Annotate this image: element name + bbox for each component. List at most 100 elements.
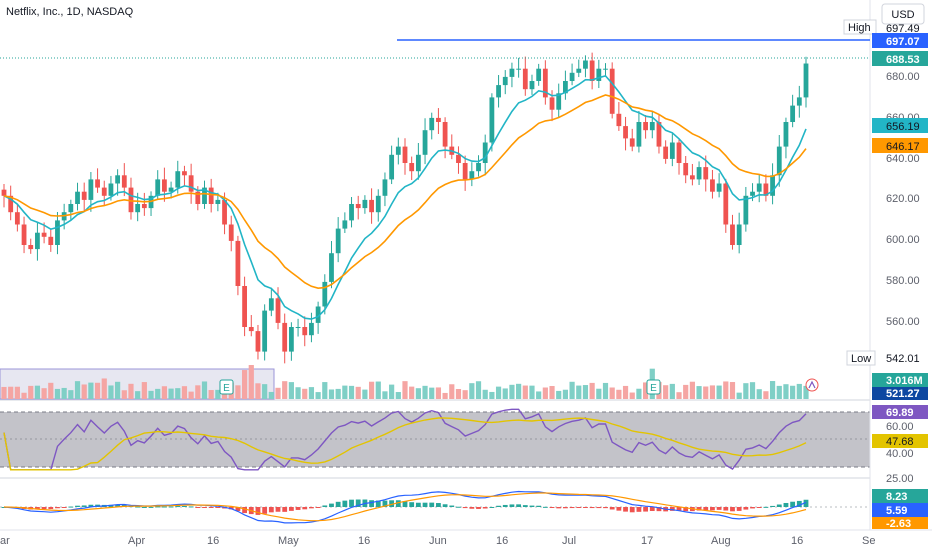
candle-body bbox=[95, 179, 100, 188]
volume-low-tag bbox=[872, 387, 928, 400]
low-value: 542.01 bbox=[886, 353, 920, 365]
candle-body bbox=[389, 154, 395, 180]
macd-hist-bar bbox=[529, 505, 535, 507]
svg-text:E: E bbox=[650, 383, 657, 394]
candle-body bbox=[482, 142, 488, 163]
macd-hist-bar bbox=[603, 507, 608, 509]
macd-hist-bar bbox=[342, 500, 348, 507]
macd-hist-bar bbox=[429, 502, 435, 507]
candle-body bbox=[669, 142, 675, 159]
macd-hist-bar bbox=[436, 503, 441, 507]
volume-bar bbox=[749, 382, 756, 399]
volume-bar bbox=[8, 386, 14, 399]
volume-bar bbox=[68, 390, 74, 399]
volume-bar bbox=[61, 387, 67, 399]
volume-bar bbox=[803, 385, 809, 399]
volume-bar bbox=[622, 385, 629, 399]
macd-signal-text: -2.63 bbox=[886, 518, 911, 530]
candle-body bbox=[242, 286, 247, 327]
volume-bar bbox=[676, 392, 682, 399]
candle-body bbox=[128, 187, 134, 213]
volume-bar bbox=[502, 388, 508, 399]
volume-low-text: 521.27 bbox=[886, 388, 920, 400]
volume-bar bbox=[495, 386, 502, 399]
candle-body bbox=[115, 175, 121, 184]
volume-bar bbox=[415, 388, 421, 399]
candle-body bbox=[522, 68, 528, 90]
macd-hist-bar bbox=[61, 507, 67, 508]
volume-bar bbox=[696, 386, 702, 399]
currency-button[interactable]: USD bbox=[881, 3, 925, 25]
macd-hist-bar bbox=[629, 507, 635, 513]
macd-hist-bar bbox=[35, 507, 40, 510]
volume-bar bbox=[562, 389, 568, 399]
volume-bar bbox=[442, 392, 448, 399]
candle-body bbox=[583, 60, 588, 69]
macd-hist-bar bbox=[696, 507, 702, 511]
volume-bar bbox=[643, 382, 649, 399]
volume-bar bbox=[255, 383, 261, 399]
earnings-marker[interactable]: E bbox=[646, 379, 661, 395]
macd-hist-bar bbox=[409, 502, 415, 507]
earnings-marker[interactable]: E bbox=[219, 379, 234, 395]
macd-hist-bar bbox=[522, 505, 528, 507]
candle-body bbox=[422, 130, 428, 155]
candle-body bbox=[516, 68, 522, 70]
candle-body bbox=[415, 154, 421, 172]
candle-body bbox=[14, 212, 20, 225]
volume-bar bbox=[616, 389, 622, 399]
macd-hist-bar bbox=[743, 507, 749, 510]
volume-bar bbox=[181, 386, 188, 399]
candle-body bbox=[589, 60, 595, 81]
macd-tag bbox=[872, 503, 928, 517]
volume-bar bbox=[589, 382, 595, 399]
candle-body bbox=[736, 224, 742, 245]
candle-body bbox=[643, 122, 648, 131]
candle-body bbox=[382, 179, 388, 196]
price-tick: 620.00 bbox=[886, 193, 920, 205]
volume-bar bbox=[716, 385, 722, 399]
macd-hist-bar bbox=[496, 505, 501, 507]
volume-bar bbox=[569, 381, 575, 399]
candle-body bbox=[121, 175, 127, 188]
candle-body bbox=[563, 81, 568, 94]
candle-body bbox=[556, 93, 562, 110]
candle-body bbox=[549, 97, 555, 110]
macd-hist-bar bbox=[730, 507, 735, 512]
dividend-marker[interactable] bbox=[805, 378, 819, 392]
candle-body bbox=[696, 167, 702, 180]
macd-hist-bar bbox=[55, 507, 60, 509]
volume-bar bbox=[1, 386, 7, 399]
volume-bar bbox=[602, 382, 609, 399]
candle-body bbox=[636, 122, 642, 147]
volume-bar bbox=[195, 385, 201, 399]
volume-bar bbox=[429, 387, 435, 399]
volume-bar bbox=[308, 387, 315, 399]
volume-bar bbox=[342, 385, 348, 399]
candle-body bbox=[268, 298, 274, 311]
macd-hist-bar bbox=[402, 501, 408, 507]
macd-hist-bar bbox=[188, 506, 194, 508]
volume-tag bbox=[872, 373, 928, 387]
macd-hist-bar bbox=[636, 507, 642, 512]
macd-hist-bar bbox=[349, 499, 354, 507]
volume-bar bbox=[736, 392, 742, 399]
x-tick: 16 bbox=[496, 535, 508, 547]
candle-body bbox=[710, 179, 715, 192]
candle-body bbox=[536, 68, 542, 81]
candle-body bbox=[763, 183, 769, 196]
volume-bar bbox=[743, 383, 749, 399]
volume-bar bbox=[536, 391, 542, 399]
macd-hist-bar bbox=[476, 507, 481, 509]
candle-body bbox=[195, 191, 201, 204]
volume-bar bbox=[268, 391, 274, 399]
volume-bar bbox=[362, 389, 368, 399]
candle-body bbox=[743, 195, 749, 225]
candle-body bbox=[436, 117, 441, 122]
macd-text: 5.59 bbox=[886, 505, 907, 517]
volume-bar bbox=[683, 384, 689, 399]
macd-hist-bar bbox=[41, 507, 47, 510]
candle-body bbox=[302, 327, 308, 336]
x-tick: May bbox=[278, 535, 299, 547]
currency-label: USD bbox=[891, 9, 914, 21]
